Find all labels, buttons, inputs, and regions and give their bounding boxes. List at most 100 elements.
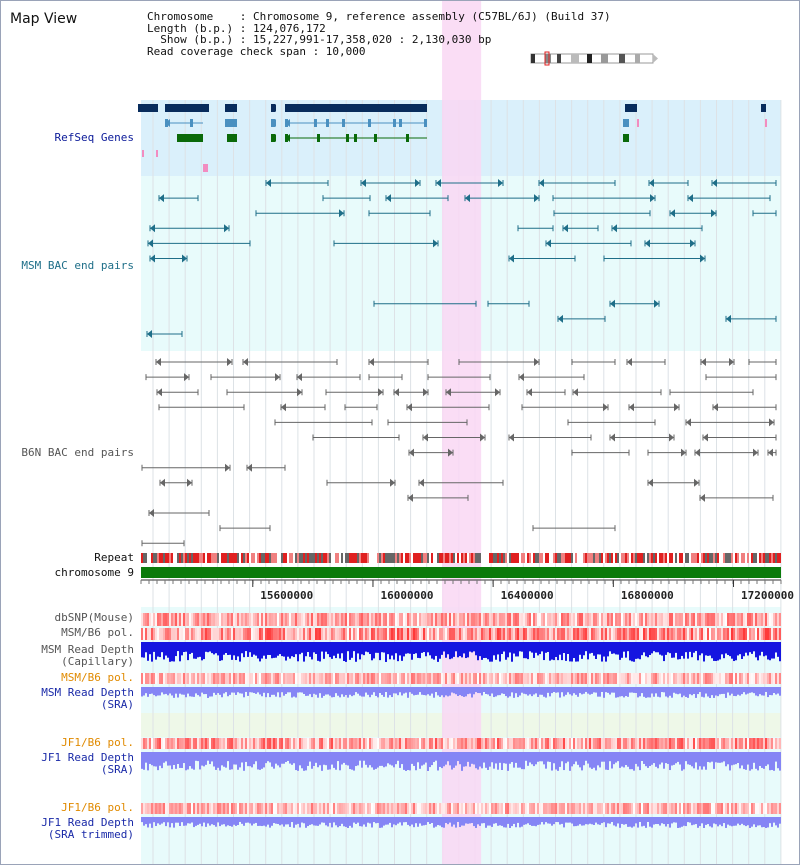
jf1-depth-trim-bar xyxy=(345,817,347,827)
msm-pol-heat xyxy=(591,628,593,640)
dbsnp-heat xyxy=(271,613,273,626)
ideogram-band xyxy=(635,54,640,63)
msm-depth-sra-bar xyxy=(743,687,745,693)
repeat-cell xyxy=(189,553,191,563)
msm-bac-arrow xyxy=(546,239,551,248)
msm-depth-sra-bar xyxy=(777,687,779,694)
msm-depth-cap-bar xyxy=(713,642,715,661)
repeat-cell xyxy=(315,553,317,563)
jf1-pol2-heat xyxy=(327,803,329,814)
msm-pol2-heat xyxy=(479,673,481,684)
repeat-cell xyxy=(377,553,379,563)
msm-depth-sra-bar xyxy=(241,687,243,694)
jf1-depth-sra-bar xyxy=(553,752,555,764)
b6n-bac-label[interactable]: B6N BAC end pairs xyxy=(21,446,134,459)
jf1-pol2-heat xyxy=(175,803,177,814)
jf1-depth-trim-bar xyxy=(189,817,191,824)
dbsnp-label[interactable]: dbSNP(Mouse) xyxy=(54,611,134,624)
msm-depth-sra-bar xyxy=(517,687,519,698)
jf1-pol2-heat xyxy=(775,803,777,814)
msm-depth-sra-bar xyxy=(529,687,531,695)
dbsnp-heat xyxy=(507,613,509,626)
dbsnp-heat xyxy=(463,613,465,626)
jf1-depth-trim-bar xyxy=(717,817,719,827)
msm-pol-heat xyxy=(355,628,357,640)
jf1-pol-heat xyxy=(167,738,169,749)
jf1-pol-heat xyxy=(147,738,149,749)
dbsnp-heat xyxy=(649,613,651,626)
dbsnp-heat xyxy=(585,613,587,626)
msm-bac-label[interactable]: MSM BAC end pairs xyxy=(21,259,134,272)
b6n-bac-arrow xyxy=(703,433,708,442)
jf1-depth-sra-bar xyxy=(627,752,629,767)
jf1-depth-trim-bar xyxy=(327,817,329,827)
repeat-cell xyxy=(287,553,289,563)
dbsnp-heat xyxy=(591,613,593,626)
jf1-pol-heat xyxy=(149,738,151,749)
jf1-pol-heat xyxy=(333,738,335,749)
dbsnp-heat xyxy=(697,613,699,626)
jf1-depth-trim-bar xyxy=(305,817,307,828)
jf1-pol2-heat xyxy=(687,803,689,814)
jf1-depth-trim-bar xyxy=(607,817,609,824)
jf1-depth-sra-bar xyxy=(501,752,503,771)
jf1-pol-heat xyxy=(655,738,657,749)
msm-depth-cap-bar xyxy=(159,642,161,658)
jf1-b6-pol-2-label[interactable]: JF1/B6 pol. xyxy=(61,801,134,814)
msm-depth-sra-bar xyxy=(561,687,563,693)
jf1-pol-heat xyxy=(231,738,233,749)
msm-depth-cap-bar xyxy=(427,642,429,653)
repeat-cell xyxy=(263,553,265,563)
jf1-pol-heat xyxy=(509,738,511,749)
msm-depth-cap-bar xyxy=(671,642,673,658)
jf1-depth-trim-bar xyxy=(431,817,433,823)
msm-depth-cap-bar xyxy=(293,642,295,658)
refseq-marker xyxy=(637,119,639,127)
msm-pol-heat xyxy=(283,628,285,640)
msm-depth-cap-bar xyxy=(545,642,547,653)
repeat-cell xyxy=(201,553,203,563)
repeat-cell xyxy=(305,553,307,563)
dbsnp-heat xyxy=(157,613,159,626)
msm-b6-pol-2-label[interactable]: MSM/B6 pol. xyxy=(61,671,134,684)
jf1-pol2-heat xyxy=(767,803,769,814)
msm-depth-sra-bar xyxy=(663,687,665,693)
jf1-b6-pol-label[interactable]: JF1/B6 pol. xyxy=(61,736,134,749)
repeat-label[interactable]: Repeat xyxy=(94,551,134,564)
repeat-cell xyxy=(691,553,693,563)
repeat-cell xyxy=(457,553,459,563)
jf1-depth-sra-bar xyxy=(469,752,471,767)
jf1-pol-heat xyxy=(395,738,397,749)
msm-pol2-heat xyxy=(423,673,425,684)
msm-depth-cap-bar xyxy=(185,642,187,652)
jf1-pol2-heat xyxy=(477,803,479,814)
dbsnp-heat xyxy=(695,613,697,626)
msm-pol2-heat xyxy=(333,673,335,684)
msm-depth-cap-bar xyxy=(397,642,399,662)
dbsnp-heat xyxy=(181,613,183,626)
jf1-depth-sra-bar xyxy=(145,752,147,763)
jf1-pol-heat xyxy=(415,738,417,749)
msm-depth-sra-bar xyxy=(509,687,511,697)
dbsnp-heat xyxy=(329,613,331,626)
msm-depth-sra-label[interactable]: MSM Read Depth (SRA) xyxy=(41,686,134,711)
msm-pol-heat xyxy=(289,628,291,640)
refseq-genes-label[interactable]: RefSeq Genes xyxy=(54,131,134,144)
repeat-cell xyxy=(413,553,415,563)
chromosome-label[interactable]: chromosome 9 xyxy=(54,566,134,579)
msm-pol2-heat xyxy=(359,673,361,684)
b6n-bac-arrow xyxy=(534,358,539,366)
msm-depth-cap-bar xyxy=(665,642,667,655)
jf1-depth-sra-label[interactable]: JF1 Read Depth (SRA) xyxy=(41,751,134,776)
repeat-cell xyxy=(439,553,441,563)
repeat-cell xyxy=(545,553,547,563)
jf1-depth-trimmed-label[interactable]: JF1 Read Depth (SRA trimmed) xyxy=(41,816,134,841)
msm-depth-sra-bar xyxy=(395,687,397,694)
jf1-depth-trim-bar xyxy=(545,817,547,823)
jf1-pol-heat xyxy=(625,738,627,749)
msm-pol-heat xyxy=(323,628,325,640)
dbsnp-heat xyxy=(339,613,341,626)
msm-depth-capillary-label[interactable]: MSM Read Depth (Capillary) xyxy=(41,643,134,668)
msm-b6-pol-label[interactable]: MSM/B6 pol. xyxy=(61,626,134,639)
